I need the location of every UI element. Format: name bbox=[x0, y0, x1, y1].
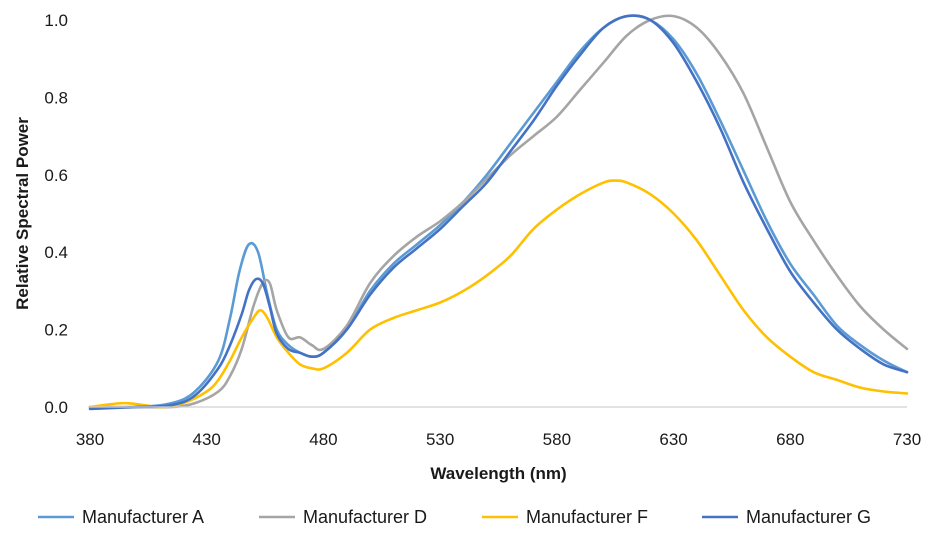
x-tick-label: 480 bbox=[309, 430, 337, 449]
legend-item-manufacturer-g: Manufacturer G bbox=[702, 507, 871, 527]
x-axis-title: Wavelength (nm) bbox=[430, 464, 566, 483]
legend-label: Manufacturer F bbox=[526, 507, 648, 527]
y-tick-label: 0.0 bbox=[44, 398, 68, 417]
x-tick-label: 680 bbox=[776, 430, 804, 449]
y-axis-title: Relative Spectral Power bbox=[13, 117, 32, 310]
legend-label: Manufacturer D bbox=[303, 507, 427, 527]
axes: 380 430 480 530 580 630 680 730 0.0 0.2 0.4 0.6 0.8… bbox=[13, 11, 921, 483]
series-line-manufacturer-a bbox=[88, 14, 909, 409]
legend-item-manufacturer-f: Manufacturer F bbox=[482, 507, 648, 527]
series-line-manufacturer-g bbox=[88, 14, 909, 411]
legend-item-manufacturer-a: Manufacturer A bbox=[38, 507, 204, 527]
y-tick-label: 0.2 bbox=[44, 321, 68, 340]
legend-label: Manufacturer G bbox=[746, 507, 871, 527]
x-tick-label: 530 bbox=[426, 430, 454, 449]
y-tick-labels: 0.0 0.2 0.4 0.6 0.8 1.0 bbox=[44, 11, 68, 417]
x-tick-label: 430 bbox=[193, 430, 221, 449]
y-tick-label: 0.8 bbox=[44, 88, 68, 107]
y-tick-label: 1.0 bbox=[44, 11, 68, 30]
plot-area bbox=[88, 14, 909, 411]
x-tick-label: 580 bbox=[543, 430, 571, 449]
series-line-manufacturer-d bbox=[88, 14, 909, 409]
x-tick-labels: 380 430 480 530 580 630 680 730 bbox=[76, 430, 921, 449]
series-line-manufacturer-f bbox=[88, 179, 909, 409]
legend-label: Manufacturer A bbox=[82, 507, 204, 527]
legend: Manufacturer A Manufacturer D Manufacturer… bbox=[38, 507, 871, 527]
legend-item-manufacturer-d: Manufacturer D bbox=[259, 507, 427, 527]
y-tick-label: 0.6 bbox=[44, 166, 68, 185]
x-tick-label: 730 bbox=[893, 430, 921, 449]
y-tick-label: 0.4 bbox=[44, 243, 68, 262]
x-tick-label: 380 bbox=[76, 430, 104, 449]
x-tick-label: 630 bbox=[659, 430, 687, 449]
